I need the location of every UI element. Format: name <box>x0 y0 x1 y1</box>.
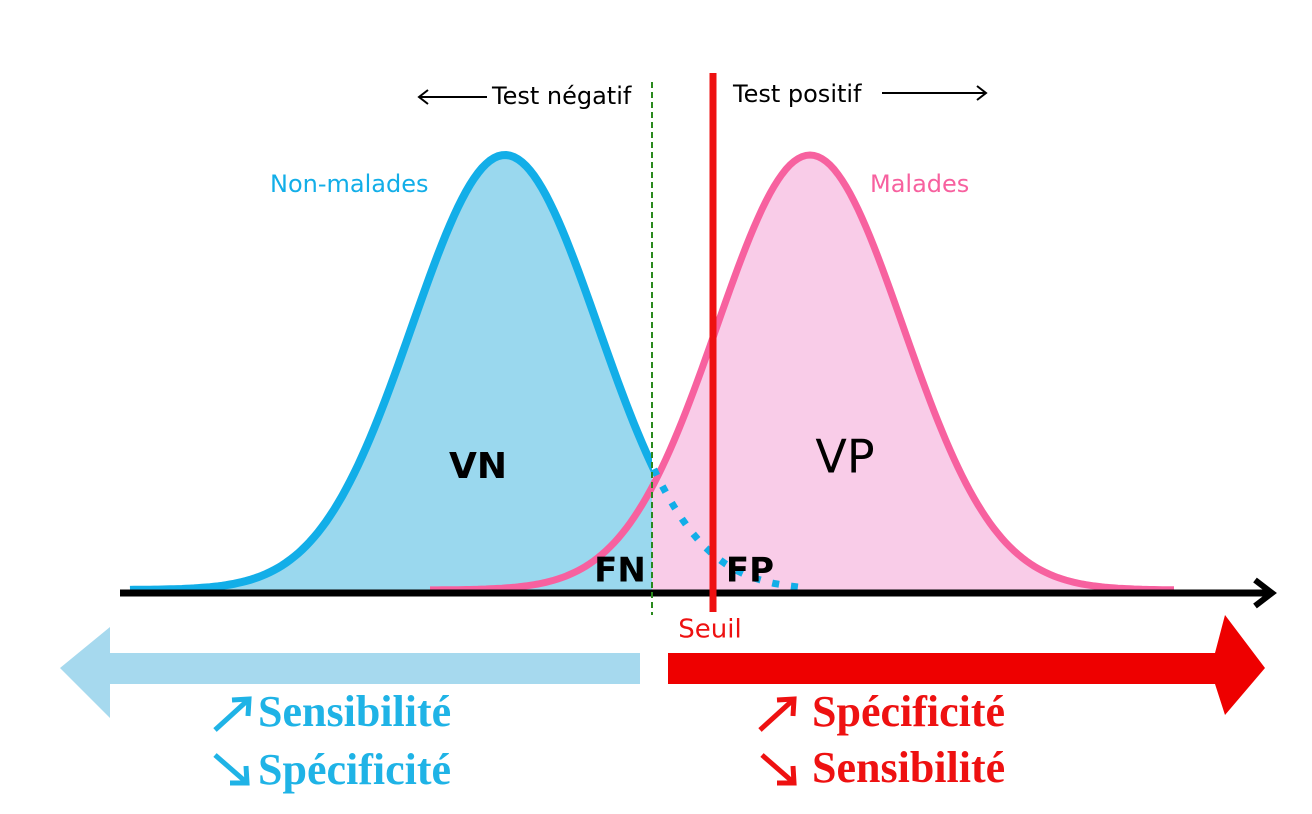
fn-label: FN <box>594 551 646 591</box>
test-negative: Test négatif <box>491 82 632 110</box>
tn-label: VN <box>449 446 507 487</box>
sick-label: Malades <box>870 170 969 198</box>
up-arrow-head <box>776 696 797 717</box>
healthy-label: Non-malades <box>270 170 428 198</box>
left-icons <box>213 696 252 786</box>
right-big-arrow <box>668 615 1265 715</box>
sick-area <box>430 155 1175 593</box>
down-arrow-icon <box>213 753 248 784</box>
up-arrow-head <box>231 696 252 717</box>
sick-curve <box>430 151 1174 594</box>
axis-arrowhead <box>1253 577 1277 609</box>
down-arrow-icon <box>760 753 795 784</box>
left-arrowhead <box>417 89 429 105</box>
right-icons <box>758 696 797 786</box>
up-arrow-icon <box>213 698 250 732</box>
healthy-area <box>130 155 652 593</box>
left-up-effect: Sensibilité <box>258 687 451 736</box>
test-positive: Test positif <box>732 80 862 108</box>
threshold-label: Seuil <box>678 615 741 645</box>
left-down-effect: Spécificité <box>258 745 451 794</box>
left-big-arrow <box>60 627 640 718</box>
right-down-effect: Sensibilité <box>812 743 1005 792</box>
healthy-curve <box>129 150 652 594</box>
up-arrow-icon <box>758 698 795 732</box>
down-arrow-head <box>230 765 250 786</box>
down-arrow-head <box>777 765 797 786</box>
right-arrowhead <box>976 85 988 101</box>
tp-label: VP <box>815 430 874 484</box>
right-up-effect: Spécificité <box>812 687 1005 736</box>
fp-label: FP <box>726 551 774 591</box>
